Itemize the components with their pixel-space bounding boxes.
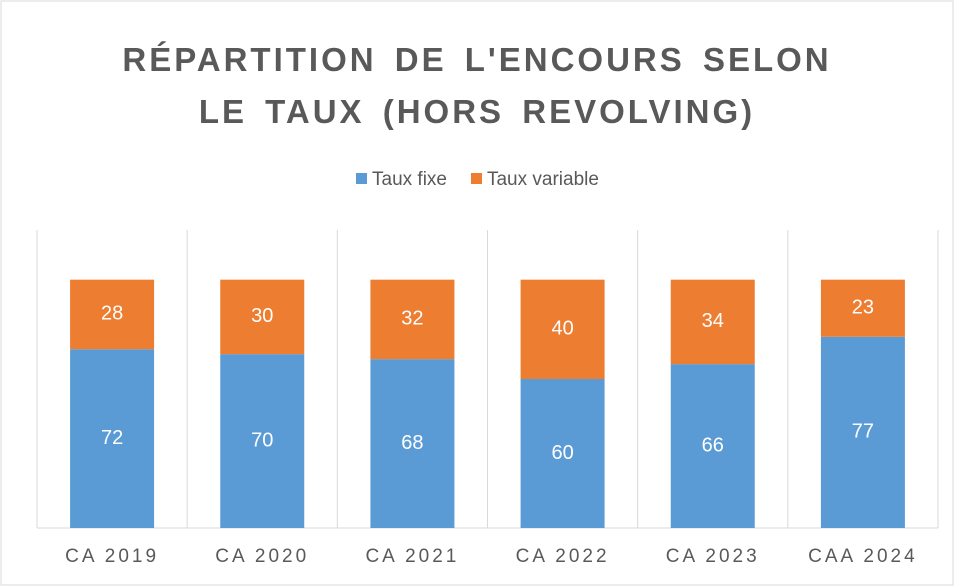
x-tick-label: CA 2022: [516, 546, 610, 567]
data-label: 32: [401, 308, 423, 330]
x-tick-label: CA 2023: [666, 546, 760, 567]
data-label: 34: [702, 310, 724, 332]
data-label: 70: [251, 429, 273, 451]
bar-segment: [70, 279, 155, 350]
bar-segment: [820, 336, 905, 528]
bar-segment: [520, 379, 605, 528]
data-label: 28: [101, 303, 123, 325]
bar-segment: [370, 359, 455, 528]
bar-segment: [220, 354, 305, 528]
x-tick-label: CA 2020: [215, 546, 309, 567]
bar-segment: [220, 279, 305, 355]
legend-label: Taux fixe: [372, 169, 447, 190]
data-label: 72: [101, 427, 123, 449]
bar-segment: [520, 279, 605, 379]
data-label: 68: [401, 432, 423, 454]
legend-swatch: [356, 173, 367, 184]
data-label: 30: [251, 305, 273, 327]
legend-label: Taux variable: [487, 169, 599, 190]
data-label: 60: [551, 442, 573, 464]
bar-segment: [670, 279, 755, 365]
chart-title: RÉPARTITION DE L'ENCOURS SELON LE TAUX (…: [122, 41, 832, 130]
legend-swatch: [470, 173, 482, 184]
x-tick-label: CAA 2024: [808, 546, 918, 567]
bar-segment: [370, 279, 455, 360]
data-label: 77: [852, 421, 874, 443]
bar-segment: [70, 349, 155, 528]
data-label: 40: [551, 318, 573, 340]
bar-segment: [670, 364, 755, 528]
x-tick-label: CA 2021: [365, 546, 459, 567]
x-tick-label: CA 2019: [65, 546, 159, 567]
data-label: 23: [852, 297, 874, 319]
data-label: 66: [702, 434, 724, 456]
bar-segment: [820, 279, 905, 337]
